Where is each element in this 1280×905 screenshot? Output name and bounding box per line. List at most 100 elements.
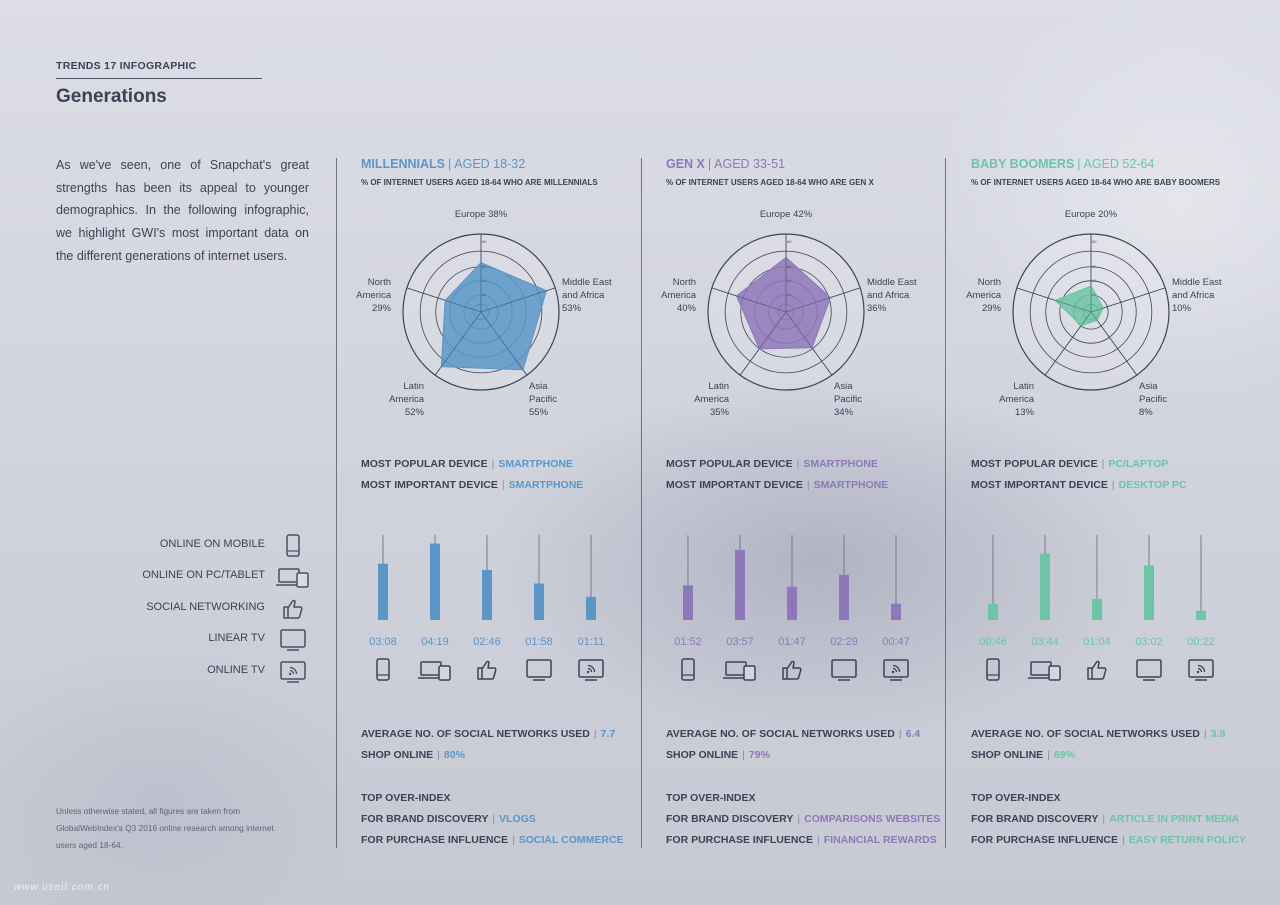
tv-icon	[1136, 659, 1162, 681]
radar-tick-label: 80	[787, 239, 792, 244]
bar-value-label: 00:47	[882, 636, 910, 648]
laptop-tablet-icon	[723, 661, 756, 681]
most-popular-device: MOST POPULAR DEVICE | PC/LAPTOP	[971, 458, 1168, 470]
line-value: ARTICLE IN PRINT MEDIA	[1109, 813, 1240, 825]
bar-group: 01:58	[525, 535, 553, 681]
bar-value-label: 02:29	[830, 636, 858, 648]
bar	[787, 586, 797, 620]
radar-axis-label: Latin America 52%	[389, 381, 425, 418]
radar-axis-label: Middle East and Africa 53%	[562, 277, 612, 314]
source-footnote: Unless otherwise stated, all figures are…	[56, 806, 274, 850]
line-value: 3.9	[1210, 728, 1226, 740]
pipe-separator: |	[796, 458, 800, 470]
genx-panel: GEN X | AGED 33-51% OF INTERNET USERS AGED…	[661, 0, 956, 905]
bar-group: 01:11	[578, 535, 604, 681]
bar-group: 01:52	[674, 535, 702, 681]
radar-tick-label: 40	[1092, 278, 1097, 283]
legend-item-online-pc: ONLINE ON PC/TABLET	[120, 564, 310, 590]
radar-axis-label: North America 40%	[661, 277, 697, 314]
bar-group: 03:57	[723, 535, 756, 681]
line-label: MOST IMPORTANT DEVICE	[666, 479, 803, 491]
line-label: MOST IMPORTANT DEVICE	[971, 479, 1108, 491]
generation-name: GEN X	[666, 157, 705, 171]
radar-spoke-overlay	[1090, 287, 1166, 313]
bar	[534, 583, 544, 620]
bar-group: 03:44	[1028, 535, 1061, 681]
laptop-tablet-icon	[418, 661, 451, 681]
radar-tick-label: 20	[482, 292, 487, 297]
line-label: MOST POPULAR DEVICE	[361, 458, 488, 470]
line-label: AVERAGE NO. OF SOCIAL NETWORKS USED	[361, 728, 590, 740]
line-value: 69%	[1053, 749, 1075, 761]
pipe-separator: |	[1077, 157, 1081, 171]
line-value: SMARTPHONE	[813, 479, 889, 491]
tv-icon	[280, 629, 306, 651]
tv-icon	[526, 659, 552, 681]
radar-axis-label: Latin America 13%	[999, 381, 1035, 418]
generation-age: AGED 33-51	[714, 157, 786, 171]
line-value: COMPARISONS WEBSITES	[804, 813, 941, 825]
line-label: FOR BRAND DISCOVERY	[666, 813, 794, 825]
bar-group: 00:22	[1187, 535, 1215, 681]
bar	[482, 569, 492, 620]
pipe-separator: |	[437, 749, 440, 761]
radar-tick-label: 60	[482, 264, 487, 269]
bar-group: 03:02	[1135, 535, 1163, 681]
thumbs-up-icon	[477, 660, 497, 680]
intro-paragraph: As we've seen, one of Snapchat's great s…	[56, 158, 309, 263]
bar	[839, 574, 849, 620]
line-label: AVERAGE NO. OF SOCIAL NETWORKS USED	[971, 728, 1200, 740]
bar	[988, 603, 998, 620]
purchase-influence: FOR PURCHASE INFLUENCE | EASY RETURN POLIC…	[971, 834, 1246, 846]
bar-value-label: 03:57	[726, 636, 754, 648]
radar-spoke-overlay	[1090, 311, 1138, 376]
line-label: MOST POPULAR DEVICE	[971, 458, 1098, 470]
generation-heading: GEN X | AGED 33-51	[666, 157, 785, 171]
thumbs-up-icon	[283, 599, 303, 619]
legend-label: ONLINE TV	[207, 664, 265, 676]
thumbs-up-icon	[1087, 660, 1107, 680]
line-value: SMARTPHONE	[803, 458, 879, 470]
pipe-separator: |	[707, 157, 712, 171]
line-label: FOR BRAND DISCOVERY	[971, 813, 1099, 825]
top-over-index-heading: TOP OVER-INDEX	[971, 792, 1061, 804]
pipe-separator: |	[1122, 834, 1125, 846]
pipe-separator: |	[1047, 749, 1050, 761]
shop-online: SHOP ONLINE | 79%	[666, 749, 770, 761]
radar-spoke-overlay	[739, 311, 787, 376]
radar-tick-label: 40	[787, 278, 792, 283]
pipe-separator: |	[492, 813, 496, 825]
online-tv-icon	[578, 659, 604, 681]
time-spent-bar-chart: 03:08 04:19 02:46 01:58 01:11	[369, 535, 604, 681]
pipe-separator: |	[742, 749, 745, 761]
bar	[735, 549, 745, 620]
radar-spoke-overlay	[434, 311, 482, 376]
watermark: www.useit.com.cn	[14, 882, 111, 893]
line-label: AVERAGE NO. OF SOCIAL NETWORKS USED	[666, 728, 895, 740]
generation-name: MILLENNIALS	[361, 157, 446, 171]
shop-online: SHOP ONLINE | 80%	[361, 749, 465, 761]
radar-tick-label: 20	[1092, 292, 1097, 297]
bar-group: 02:29	[830, 535, 858, 681]
generation-name: BABY BOOMERS	[971, 157, 1075, 171]
bar	[891, 603, 901, 620]
brand-discovery: FOR BRAND DISCOVERY | VLOGS	[361, 813, 536, 825]
radar-axis-label: Asia Pacific 8%	[1139, 381, 1167, 418]
kicker-divider	[56, 78, 262, 79]
bar-group: 03:08	[369, 535, 397, 681]
generation-heading: BABY BOOMERS | AGED 52-64	[971, 157, 1154, 171]
line-label: FOR BRAND DISCOVERY	[361, 813, 489, 825]
pipe-separator: |	[1111, 479, 1115, 491]
radar-axis-label: Asia Pacific 34%	[834, 381, 862, 418]
line-label: FOR PURCHASE INFLUENCE	[971, 834, 1119, 846]
line-value: SMARTPHONE	[508, 479, 584, 491]
radar-tick-label: 60	[1092, 264, 1097, 269]
radar-spoke-overlay	[480, 311, 528, 376]
most-important-device: MOST IMPORTANT DEVICE | SMARTPHONE	[666, 479, 888, 491]
pipe-separator: |	[448, 157, 452, 171]
line-label: FOR PURCHASE INFLUENCE	[666, 834, 814, 846]
brand-discovery: FOR BRAND DISCOVERY | ARTICLE IN PRINT MED…	[971, 813, 1239, 825]
radar-tick-label: 60	[787, 264, 792, 269]
legend-item-online-mobile: ONLINE ON MOBILE	[120, 533, 310, 559]
avg-social-networks: AVERAGE NO. OF SOCIAL NETWORKS USED | 3.9	[971, 728, 1225, 740]
